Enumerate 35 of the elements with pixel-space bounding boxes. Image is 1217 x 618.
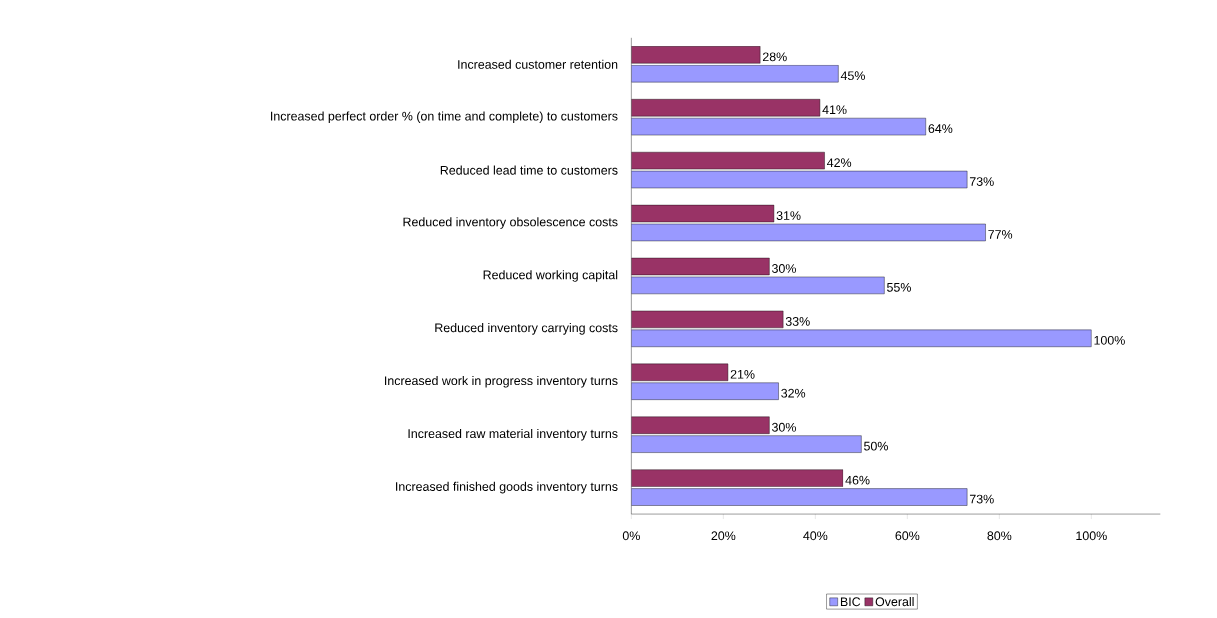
y-tick-label: Reduced lead time to customers [440, 165, 618, 175]
legend-label: BIC [840, 597, 861, 606]
data-label: 41% [822, 105, 847, 114]
data-label: 73% [969, 176, 994, 186]
x-tick-label: 0% [622, 531, 640, 540]
data-label: 28% [762, 52, 787, 61]
x-tick-label: 60% [895, 531, 920, 540]
data-label: 42% [827, 158, 852, 167]
data-label: 100% [1094, 335, 1125, 345]
data-label: 30% [772, 422, 796, 432]
data-label: 45% [840, 71, 865, 80]
x-tick-label: 40% [803, 531, 828, 540]
y-tick-label: Reduced inventory obsolescence costs [403, 216, 618, 229]
x-tick-label: 100% [1076, 531, 1107, 540]
data-label: 32% [781, 388, 806, 398]
data-label: 50% [864, 441, 888, 451]
data-label: 64% [928, 123, 953, 133]
data-label: 31% [776, 210, 801, 220]
y-tick-label: Increased customer retention [458, 59, 618, 69]
data-label: 21% [730, 369, 755, 379]
y-tick-label: Reduced inventory carrying costs [435, 322, 618, 335]
data-label: 30% [772, 263, 796, 273]
data-label: 77% [988, 229, 1013, 239]
y-tick-label: Increased raw material inventory turns [408, 428, 618, 441]
data-label: 55% [887, 282, 911, 292]
y-tick-label: Increased work in progress inventory turns [385, 375, 618, 388]
x-tick-label: 80% [987, 531, 1012, 540]
x-tick-label: 20% [711, 531, 736, 540]
y-tick-label: Reduced working capital [483, 269, 618, 282]
y-tick-label: Increased perfect order % (on time and complete) to customers [271, 111, 618, 123]
data-label: 33% [785, 316, 810, 326]
y-tick-label: Increased finished goods inventory turns [396, 481, 618, 494]
legend-label: Overall [875, 596, 914, 606]
data-label: 73% [969, 494, 994, 504]
data-label: 46% [845, 475, 870, 485]
